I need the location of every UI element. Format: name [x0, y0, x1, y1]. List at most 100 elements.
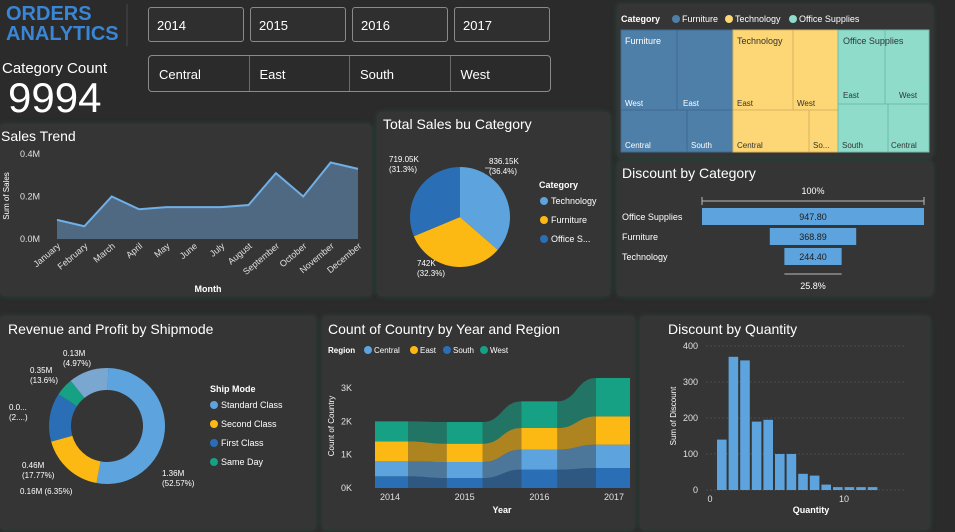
qty-bar: [786, 454, 797, 490]
pie-label-value: 742K: [417, 259, 436, 268]
shipmode-title: Revenue and Profit by Shipmode: [8, 321, 214, 337]
sales-xlabel: Month: [195, 284, 222, 294]
country-ytick: 3K: [341, 383, 352, 393]
country-segment: [521, 428, 558, 450]
qty-ytick: 300: [683, 377, 698, 387]
country-chart: Region Central East South West 0K 1K 2K 3K 2014 20…: [327, 346, 630, 515]
qty-ytick: 0: [693, 485, 698, 495]
treemap-legend-office: Office Supplies: [799, 14, 860, 24]
donut-slice-4: [70, 368, 109, 398]
donut-label-value: 0.46M: [22, 461, 45, 470]
treemap-cell-fw: West: [625, 99, 644, 108]
country-ytick: 0K: [341, 483, 352, 493]
donut-legend-dot: [210, 458, 218, 466]
treemap-office-west: [884, 29, 930, 105]
pie-legend-label: Office S...: [551, 234, 590, 244]
country-ribbon: [557, 378, 596, 428]
country-xtick: 2014: [380, 492, 400, 502]
country-ribbon: [482, 449, 522, 478]
treemap-furniture-east: [676, 29, 734, 111]
sales-xtick: June: [178, 241, 199, 261]
funnel-bar-label: 244.40: [799, 252, 827, 262]
sales-area: [57, 162, 358, 239]
funnel-category: Office Supplies: [622, 212, 683, 222]
logo-title: ORDERS ANALYTICS: [6, 4, 126, 46]
sales-xtick: May: [152, 241, 172, 260]
treemap-cell-tw: West: [797, 99, 816, 108]
treemap-cell-oe: East: [843, 91, 860, 100]
country-legend-label: Central: [374, 346, 400, 355]
donut-slice-1: [51, 435, 101, 484]
qty-bar: [844, 487, 855, 490]
year-slicer-2015[interactable]: 2015: [250, 7, 346, 42]
qty-bar: [809, 475, 820, 490]
sales-trend-title: Sales Trend: [1, 128, 76, 144]
country-segment: [596, 468, 630, 488]
pie-legend-label: Furniture: [551, 215, 587, 225]
pie-legend-label: Technology: [551, 196, 597, 206]
year-slicer-2016[interactable]: 2016: [352, 7, 448, 42]
pie-legend-title: Category: [539, 180, 578, 190]
region-slicer-south[interactable]: South: [350, 56, 451, 91]
country-legend-label: West: [490, 346, 509, 355]
country-legend-label: South: [453, 346, 474, 355]
qty-xtick: 0: [707, 494, 712, 504]
treemap-technology-south: [808, 109, 839, 153]
year-slicer-2017[interactable]: 2017: [454, 7, 550, 42]
donut-legend-dot: [210, 420, 218, 428]
treemap-cell-fc: Central: [625, 141, 651, 150]
region-slicer-east[interactable]: East: [250, 56, 350, 91]
donut-label-extra: 0.16M (6.35%): [20, 487, 73, 496]
treemap-card: Category Furniture Technology Office Sup…: [617, 4, 933, 158]
treemap-office-south: [837, 103, 889, 153]
pie-slice-2: [410, 167, 460, 237]
total-sales-title: Total Sales bu Category: [383, 116, 532, 132]
year-slicer-2014[interactable]: 2014: [148, 7, 244, 42]
donut-label-pct: (13.6%): [30, 376, 58, 385]
donut-legend-label: Second Class: [221, 419, 277, 429]
treemap-cell-os: South: [842, 141, 863, 150]
legend-dot-technology: [725, 15, 733, 23]
qty-xtick: 10: [839, 494, 849, 504]
qty-ytick: 100: [683, 449, 698, 459]
country-ribbon: [408, 461, 447, 478]
qty-bar: [740, 360, 750, 490]
treemap-group-office: Office Supplies: [843, 36, 904, 46]
qty-xlabel: Quantity: [793, 505, 830, 515]
qty-bar: [798, 473, 808, 490]
qty-bar: [775, 454, 785, 490]
treemap-cell-fe: East: [683, 99, 700, 108]
pie-legend-dot: [540, 235, 548, 243]
qty-bar: [751, 421, 762, 490]
country-legend-dot: [410, 346, 418, 354]
pie-legend-dot: [540, 197, 548, 205]
country-segment: [446, 443, 483, 462]
country-legend-label: East: [420, 346, 437, 355]
pie-label-pct: (32.3%): [417, 269, 445, 278]
legend-dot-office: [789, 15, 797, 23]
donut-label-extra: 0.0...: [9, 403, 27, 412]
region-slicer-west[interactable]: West: [460, 67, 490, 82]
discount-category-chart: 100% 947.80 Office Supplies 368.89 Furniture…: [622, 186, 925, 291]
discount-category-card: Discount by Category 100% 947.80 Office Su…: [617, 161, 933, 296]
treemap-cell-ow: West: [899, 91, 918, 100]
region-slicer-central[interactable]: Central: [149, 56, 250, 91]
country-legend-dot: [480, 346, 488, 354]
donut-label-pct: (52.57%): [162, 479, 195, 488]
country-ylabel: Count of Country: [327, 396, 336, 456]
donut-legend-label: Same Day: [221, 457, 264, 467]
sales-ylabel: Sum of Sales: [2, 172, 11, 220]
country-ribbon: [408, 421, 447, 444]
sales-trend-card: Sales Trend 0.0M 0.2M 0.4M January February M…: [0, 124, 372, 296]
country-xtick: 2016: [529, 492, 549, 502]
country-legend-dot: [443, 346, 451, 354]
country-ribbon: [482, 428, 522, 462]
treemap-technology-central: [732, 109, 810, 153]
country-segment: [596, 416, 630, 445]
shipmode-donut: 1.36M(52.57%) 0.46M(17.77%) 0.35M(13.6%) 0.…: [9, 349, 283, 496]
country-ribbon: [408, 476, 447, 488]
qty-bar: [833, 487, 843, 490]
logo-divider: [126, 4, 128, 46]
country-card: Count of Country by Year and Region Regi…: [322, 316, 635, 530]
